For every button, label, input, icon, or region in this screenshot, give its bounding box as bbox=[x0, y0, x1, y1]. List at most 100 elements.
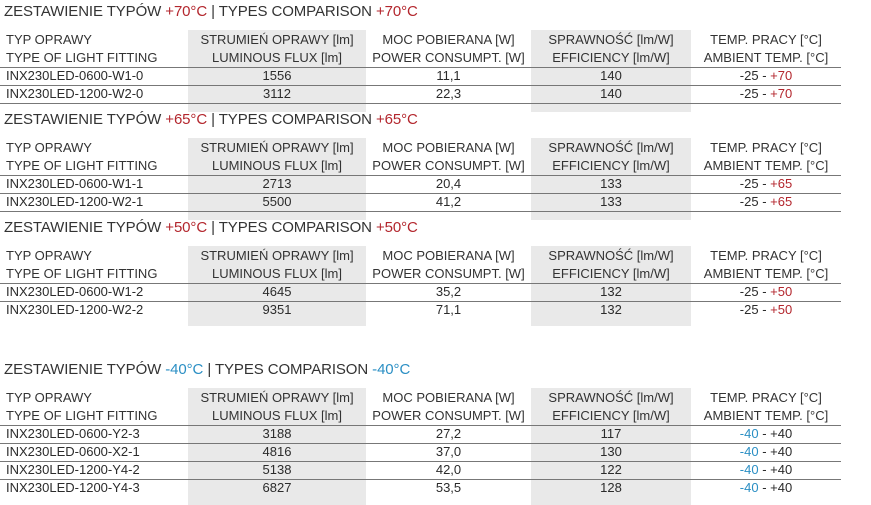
title-temp-pl: +50°C bbox=[165, 219, 208, 236]
cell-efficiency: 130 bbox=[600, 444, 622, 459]
col-temp-header: TEMP. PRACY [°C] bbox=[710, 32, 822, 47]
col-efficiency-header-en: EFFICIENCY [lm/W] bbox=[552, 158, 670, 173]
row-divider bbox=[0, 175, 841, 176]
header-row-en: TYPE OF LIGHT FITTING LUMINOUS FLUX [lm]… bbox=[0, 49, 841, 67]
flux-column-shade bbox=[188, 246, 366, 326]
temp-max: +50 bbox=[770, 302, 793, 317]
col-power-header-en: POWER CONSUMPT. [W] bbox=[372, 50, 525, 65]
col-flux-header: STRUMIEŃ OPRAWY [lm] bbox=[200, 140, 354, 155]
header-row-pl: TYP OPRAWY STRUMIEŃ OPRAWY [lm] MOC POBI… bbox=[0, 31, 841, 49]
temp-min: -40 bbox=[739, 426, 759, 441]
col-power-header: MOC POBIERANA [W] bbox=[382, 32, 515, 47]
title-en: | TYPES COMPARISON bbox=[207, 219, 376, 236]
col-power-header-en: POWER CONSUMPT. [W] bbox=[372, 408, 525, 423]
temp-min: -40 bbox=[739, 462, 759, 477]
efficiency-column-shade bbox=[531, 138, 691, 220]
header-row-en: TYPE OF LIGHT FITTING LUMINOUS FLUX [lm]… bbox=[0, 265, 841, 283]
temp-max: +70 bbox=[770, 86, 793, 101]
table-row: INX230LED-0600-W1-0 1556 11,1 140 -25 - … bbox=[0, 67, 841, 85]
cell-efficiency: 122 bbox=[600, 462, 622, 477]
row-divider bbox=[0, 443, 841, 444]
col-temp-header-en: AMBIENT TEMP. [°C] bbox=[703, 266, 829, 281]
title-pl: ZESTAWIENIE TYPÓW bbox=[4, 111, 166, 128]
col-power-header: MOC POBIERANA [W] bbox=[382, 140, 515, 155]
table-row: INX230LED-1200-W2-0 3112 22,3 140 -25 - … bbox=[0, 85, 841, 103]
section-title: ZESTAWIENIE TYPÓW +70°C | TYPES COMPARIS… bbox=[4, 3, 418, 20]
title-en: | TYPES COMPARISON bbox=[203, 361, 373, 378]
cell-flux: 5500 bbox=[262, 194, 292, 209]
col-efficiency-header-en: EFFICIENCY [lm/W] bbox=[552, 408, 670, 423]
header-row-pl: TYP OPRAWY STRUMIEŃ OPRAWY [lm] MOC POBI… bbox=[0, 389, 841, 407]
section-title: ZESTAWIENIE TYPÓW +50°C | TYPES COMPARIS… bbox=[4, 219, 418, 236]
cell-flux: 2713 bbox=[262, 176, 292, 191]
temp-min: -25 - bbox=[739, 176, 771, 191]
temp-max: +65 bbox=[770, 194, 793, 209]
section-title: ZESTAWIENIE TYPÓW -40°C | TYPES COMPARIS… bbox=[4, 361, 410, 378]
cell-temp: -40 - +40 bbox=[691, 425, 841, 443]
title-temp-en: -40°C bbox=[372, 361, 411, 378]
temp-max: +65 bbox=[770, 176, 793, 191]
cell-efficiency: 128 bbox=[600, 480, 622, 495]
cell-power: 42,0 bbox=[435, 462, 462, 477]
col-type-header-en: TYPE OF LIGHT FITTING bbox=[6, 266, 158, 281]
cell-type: INX230LED-1200-Y4-2 bbox=[6, 462, 140, 477]
col-type-header: TYP OPRAWY bbox=[6, 248, 92, 263]
col-type-header-en: TYPE OF LIGHT FITTING bbox=[6, 158, 158, 173]
col-temp-header-en: AMBIENT TEMP. [°C] bbox=[703, 408, 829, 423]
cell-power: 71,1 bbox=[435, 302, 462, 317]
cell-power: 22,3 bbox=[435, 86, 462, 101]
temp-max: - +40 bbox=[758, 444, 793, 459]
row-divider bbox=[0, 283, 841, 284]
cell-temp: -25 - +70 bbox=[691, 67, 841, 85]
cell-power: 53,5 bbox=[435, 480, 462, 495]
title-temp-en: +70°C bbox=[375, 3, 418, 20]
cell-flux: 3112 bbox=[263, 86, 291, 101]
title-temp-pl: -40°C bbox=[165, 361, 204, 378]
cell-power: 37,0 bbox=[435, 444, 462, 459]
col-type-header: TYP OPRAWY bbox=[6, 390, 92, 405]
col-type-header-en: TYPE OF LIGHT FITTING bbox=[6, 408, 158, 423]
col-type-header-en: TYPE OF LIGHT FITTING bbox=[6, 50, 158, 65]
col-temp-header-en: AMBIENT TEMP. [°C] bbox=[703, 158, 829, 173]
cell-flux: 4816 bbox=[262, 444, 292, 459]
temp-min: -25 - bbox=[739, 302, 771, 317]
flux-column-shade bbox=[188, 388, 366, 505]
title-temp-pl: +70°C bbox=[165, 3, 208, 20]
cell-temp: -40 - +40 bbox=[691, 443, 841, 461]
cell-type: INX230LED-0600-X2-1 bbox=[6, 444, 140, 459]
col-flux-header-en: LUMINOUS FLUX [lm] bbox=[211, 50, 342, 65]
cell-flux: 4645 bbox=[262, 284, 292, 299]
cell-type: INX230LED-0600-Y2-3 bbox=[6, 426, 140, 441]
temp-max: - +40 bbox=[758, 462, 793, 477]
header-row-en: TYPE OF LIGHT FITTING LUMINOUS FLUX [lm]… bbox=[0, 407, 841, 425]
cell-efficiency: 140 bbox=[600, 68, 622, 83]
col-type-header: TYP OPRAWY bbox=[6, 140, 92, 155]
table-row: INX230LED-0600-W1-2 4645 35,2 132 -25 - … bbox=[0, 283, 841, 301]
cell-efficiency: 133 bbox=[600, 194, 622, 209]
cell-flux: 9351 bbox=[262, 302, 292, 317]
header-row-pl: TYP OPRAWY STRUMIEŃ OPRAWY [lm] MOC POBI… bbox=[0, 139, 841, 157]
header-row-en: TYPE OF LIGHT FITTING LUMINOUS FLUX [lm]… bbox=[0, 157, 841, 175]
table-row: INX230LED-1200-W2-2 9351 71,1 132 -25 - … bbox=[0, 301, 841, 319]
col-efficiency-header: SPRAWNOŚĆ [lm/W] bbox=[548, 248, 674, 263]
cell-power: 27,2 bbox=[435, 426, 462, 441]
col-efficiency-header: SPRAWNOŚĆ [lm/W] bbox=[548, 32, 674, 47]
cell-type: INX230LED-1200-W2-1 bbox=[6, 194, 144, 209]
row-divider bbox=[0, 67, 841, 68]
cell-efficiency: 132 bbox=[600, 284, 622, 299]
temp-max: - +40 bbox=[758, 480, 793, 495]
header-row-pl: TYP OPRAWY STRUMIEŃ OPRAWY [lm] MOC POBI… bbox=[0, 247, 841, 265]
cell-type: INX230LED-1200-W2-0 bbox=[6, 86, 144, 101]
temp-min: -25 - bbox=[739, 194, 771, 209]
efficiency-column-shade bbox=[531, 246, 691, 326]
col-efficiency-header: SPRAWNOŚĆ [lm/W] bbox=[548, 390, 674, 405]
temp-max: - +40 bbox=[758, 426, 793, 441]
cell-power: 20,4 bbox=[435, 176, 462, 191]
section-title: ZESTAWIENIE TYPÓW +65°C | TYPES COMPARIS… bbox=[4, 111, 418, 128]
table-row: INX230LED-1200-Y4-2 5138 42,0 122 -40 - … bbox=[0, 461, 841, 479]
row-divider bbox=[0, 301, 841, 302]
cell-temp: -40 - +40 bbox=[691, 479, 841, 497]
cell-type: INX230LED-0600-W1-2 bbox=[6, 284, 144, 299]
row-divider bbox=[0, 193, 841, 194]
cell-temp: -25 - +70 bbox=[691, 85, 841, 103]
